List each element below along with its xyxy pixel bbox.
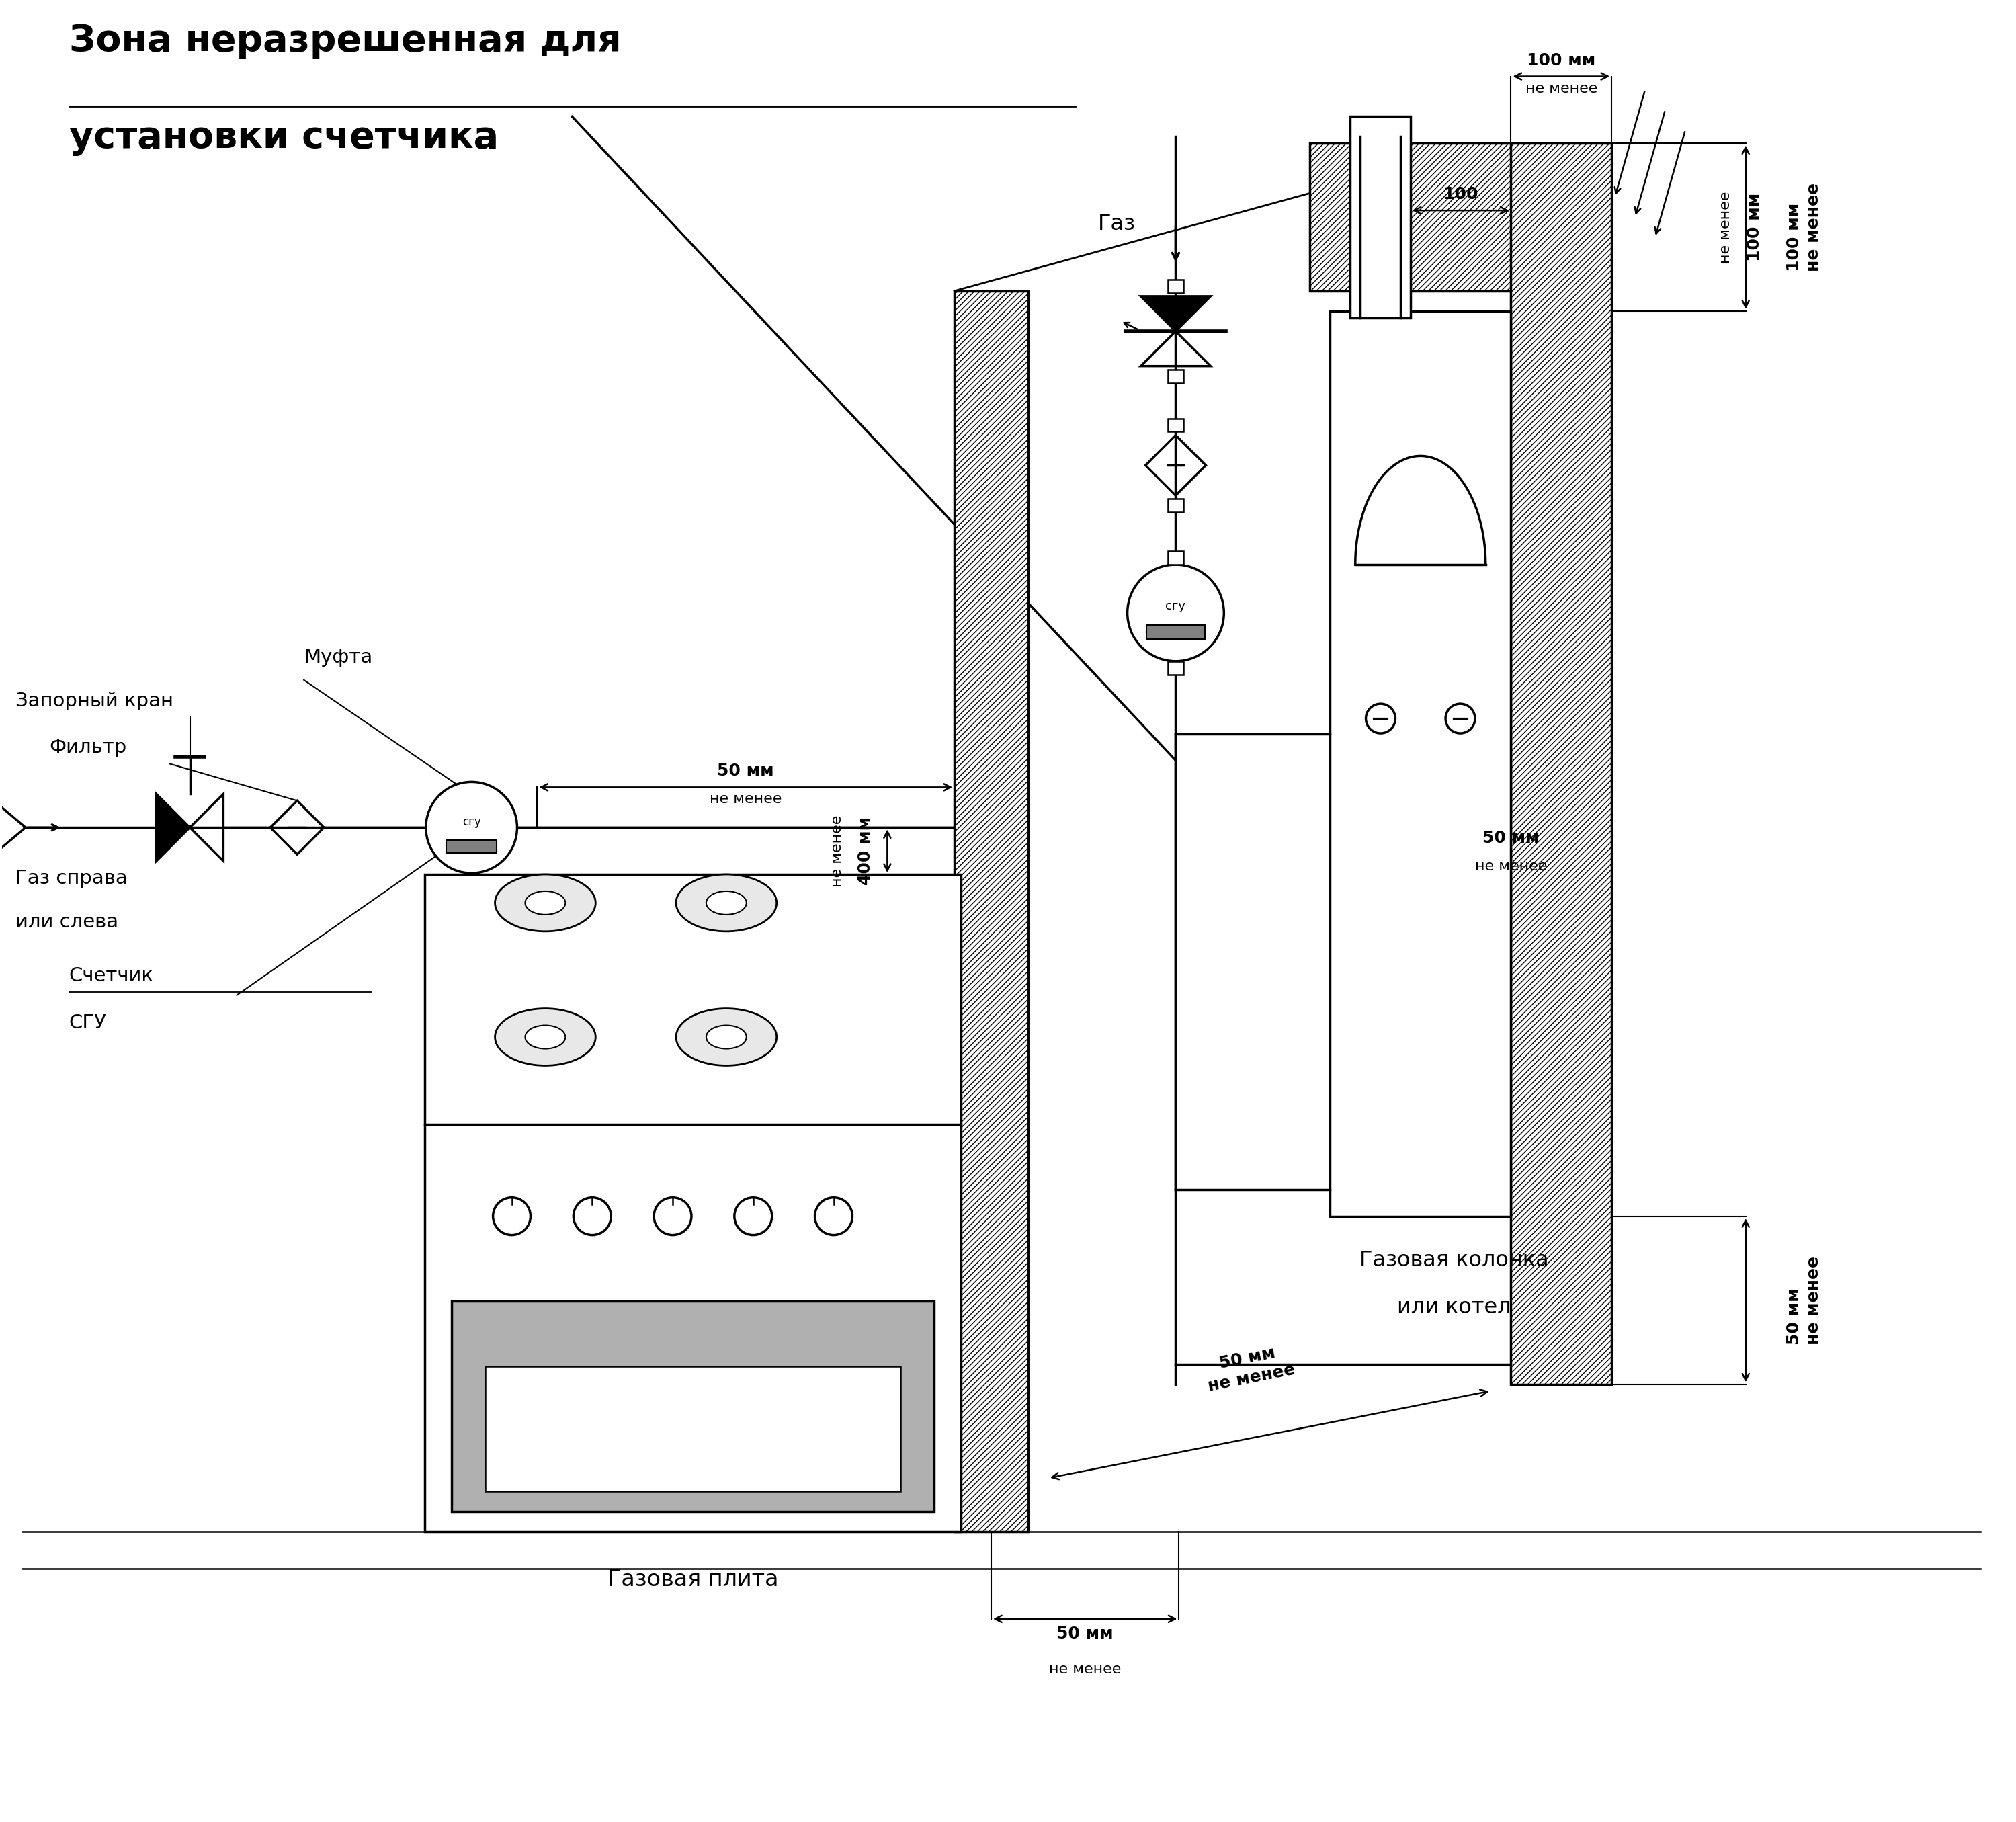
- Text: Фильтр: Фильтр: [48, 738, 127, 758]
- Bar: [425, 875, 962, 1532]
- Bar: [1167, 370, 1183, 383]
- Text: не менее: не менее: [1048, 1662, 1121, 1676]
- Text: не менее: не менее: [1476, 860, 1546, 873]
- Text: 100 мм: 100 мм: [1526, 53, 1595, 67]
- Text: 50 мм: 50 мм: [718, 763, 774, 780]
- Bar: [954, 292, 1028, 1532]
- Circle shape: [494, 1197, 530, 1235]
- Circle shape: [573, 1197, 611, 1235]
- Bar: [1310, 144, 1611, 292]
- Text: Запорный кран: Запорный кран: [16, 691, 173, 711]
- Circle shape: [734, 1197, 772, 1235]
- Text: 100 мм: 100 мм: [1746, 193, 1762, 262]
- Bar: [446, 840, 496, 853]
- Text: 100 мм
не менее: 100 мм не менее: [1786, 182, 1822, 271]
- Text: Газовая колонка: Газовая колонка: [1359, 1250, 1548, 1272]
- Bar: [1167, 661, 1183, 674]
- Text: 50 мм
не менее: 50 мм не менее: [1202, 1341, 1296, 1394]
- Text: не менее: не менее: [1720, 191, 1732, 264]
- Circle shape: [1127, 565, 1224, 661]
- Text: 50 мм
не менее: 50 мм не менее: [1786, 1255, 1822, 1345]
- Ellipse shape: [675, 875, 776, 931]
- Text: 50 мм: 50 мм: [1482, 831, 1540, 845]
- Polygon shape: [157, 794, 190, 862]
- Text: не менее: не менее: [831, 814, 845, 887]
- Text: 50 мм: 50 мм: [1056, 1625, 1113, 1642]
- Polygon shape: [1141, 297, 1210, 332]
- Text: не менее: не менее: [710, 793, 782, 805]
- Text: 100: 100: [1443, 186, 1478, 202]
- Bar: [486, 1366, 901, 1492]
- Ellipse shape: [524, 891, 564, 915]
- Ellipse shape: [496, 875, 595, 931]
- Bar: [1167, 552, 1183, 565]
- Text: СГУ: СГУ: [69, 1013, 107, 1031]
- Bar: [1167, 279, 1183, 293]
- Text: Газ: Газ: [1099, 213, 1135, 235]
- Text: не менее: не менее: [1526, 82, 1597, 95]
- Text: Газовая плита: Газовая плита: [607, 1569, 778, 1591]
- Ellipse shape: [524, 1026, 564, 1049]
- Ellipse shape: [706, 1026, 746, 1049]
- Bar: [1331, 312, 1510, 1217]
- Text: 400 мм: 400 мм: [857, 816, 873, 885]
- Text: Зона неразрешенная для: Зона неразрешенная для: [69, 22, 621, 58]
- Circle shape: [814, 1197, 853, 1235]
- Bar: [1510, 144, 1611, 1385]
- Circle shape: [425, 782, 518, 873]
- Text: или котел: или котел: [1397, 1297, 1510, 1317]
- Bar: [1167, 419, 1183, 432]
- Ellipse shape: [675, 1009, 776, 1066]
- Ellipse shape: [496, 1009, 595, 1066]
- Text: сгу: сгу: [462, 816, 482, 829]
- Text: Счетчик: Счетчик: [69, 966, 153, 986]
- Ellipse shape: [706, 891, 746, 915]
- Circle shape: [1445, 703, 1476, 732]
- Text: установки счетчика: установки счетчика: [69, 120, 498, 157]
- Text: Газ справа: Газ справа: [16, 869, 127, 887]
- Circle shape: [653, 1197, 691, 1235]
- Text: или слева: или слева: [16, 913, 119, 931]
- Bar: [1351, 117, 1411, 317]
- Text: Муфта: Муфта: [304, 647, 373, 667]
- Bar: [452, 1301, 933, 1512]
- Bar: [1167, 499, 1183, 512]
- Circle shape: [1367, 703, 1395, 732]
- Text: сгу: сгу: [1165, 599, 1185, 612]
- Bar: [1147, 625, 1206, 640]
